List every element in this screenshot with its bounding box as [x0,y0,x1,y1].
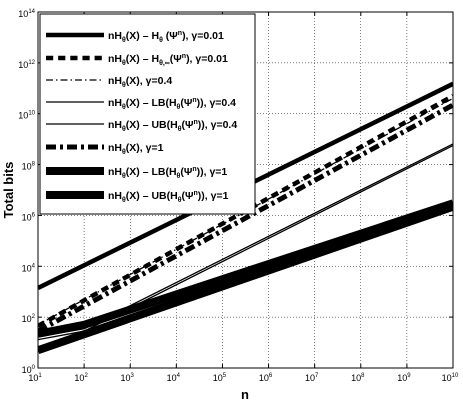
legend-label-s4: nHθ(X) – LB(Hθ(Ψn)), γ=0.4 [108,97,236,111]
series-line-s8 [38,199,453,338]
y-tick-label: 106 [22,212,36,222]
x-tick-label: 101 [28,373,42,383]
y-tick-label: 102 [22,314,36,324]
legend-label-s8: nHθ(X) – UB(Hθ(Ψn)), γ=1 [108,190,229,204]
series-line-s6 [38,102,453,334]
x-tick-label: 1010 [442,373,459,383]
x-tick-label: 103 [121,373,135,383]
x-tick-label: 104 [167,373,181,383]
y-tick-label: 104 [22,263,36,273]
x-tick-label: 107 [305,373,319,383]
x-tick-label: 109 [397,373,411,383]
y-tick-label: 1012 [18,60,35,70]
x-tick-label: 106 [259,373,273,383]
y-tick-labels: 100 102 104 106 108 1010 1012 1014 [18,9,35,375]
y-tick-label: 1014 [18,9,35,19]
plot-frame [37,11,454,369]
y-tick-label: 1010 [18,111,35,121]
x-tick-label: 105 [213,373,227,383]
y-tick-label: 100 [22,365,36,375]
y-tick-label: 108 [22,162,36,172]
legend-label-s2: nHθ(X) – Hθ,∞(Ψn), γ=0.01 [108,53,228,67]
legend-label-s6: nHθ(X), γ=1 [108,142,164,156]
x-tick-label: 102 [74,373,88,383]
y-axis-title: Total bits [1,162,16,219]
legend-label-s3: nHθ(X), γ=0.4 [108,75,172,89]
x-axis-title: n [241,387,249,402]
legend-label-s1: nHθ(X) – Hθ (Ψn), γ=0.01 [108,30,224,44]
legend-label-s5: nHθ(X) – UB(Hθ(Ψn)), γ=0.4 [108,119,237,133]
legend: nHθ(X) – Hθ (Ψn), γ=0.01 nHθ(X) – Hθ,∞(Ψ… [39,13,256,215]
series-line-s7 [38,202,453,355]
legend-box [39,13,256,215]
legend-label-s7: nHθ(X) – LB(Hθ(Ψn)), γ=1 [108,166,227,180]
x-tick-labels: 101 102 103 104 105 106 107 108 109 1010 [28,373,459,383]
x-tick-label: 108 [351,373,365,383]
legend-samples [46,32,104,199]
